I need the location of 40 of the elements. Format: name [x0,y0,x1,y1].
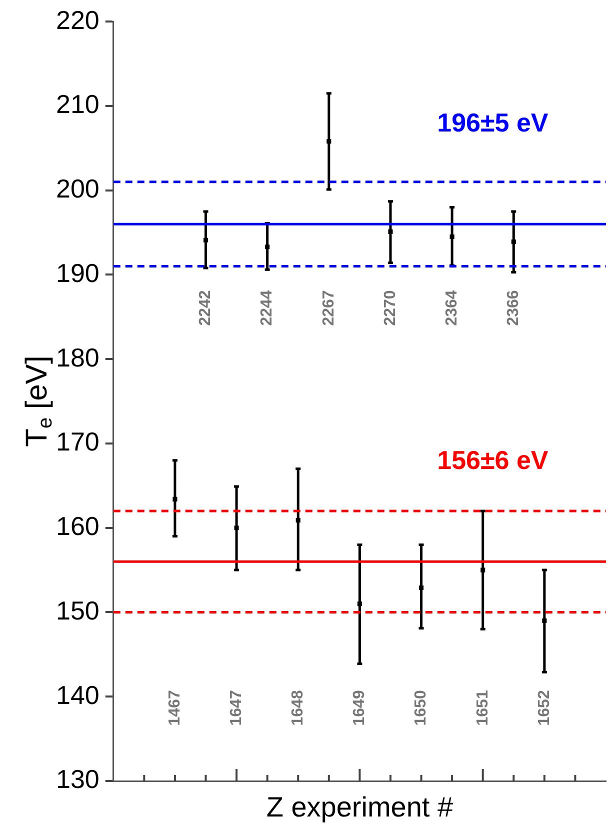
x-tick-label: 1467 [166,690,184,726]
point [450,234,454,240]
x-tick-label: 1649 [351,690,368,726]
point [511,240,516,244]
y-axis-title: Te [eV] [20,356,57,447]
point [203,238,208,242]
x-tick-label: 2267 [320,290,338,326]
point [419,586,424,590]
x-tick-label: 2366 [505,290,522,326]
x-tick-label: 1647 [228,690,245,726]
y-tick-label: 160 [56,511,100,542]
x-tick-label: 1652 [536,690,553,726]
y-tick-label: 200 [56,174,100,204]
ref-line-label: 156±6 eV [437,444,549,475]
point [172,496,178,502]
point [388,229,393,234]
x-tick-label: 2270 [382,290,399,326]
x-tick-label: 1651 [474,690,492,726]
x-tick-label: 1650 [412,690,430,726]
y-tick-label: 220 [56,4,100,35]
x-axis-title: Z experiment # [266,792,454,823]
ref-line-label: 196±5 eV [437,107,549,138]
y-tick-label: 150 [56,595,100,626]
point [234,526,239,530]
x-tick-label: 2244 [258,290,276,326]
y-tick-label: 190 [56,258,100,288]
y-tick-label: 130 [56,764,100,794]
y-tick-label: 180 [56,342,100,372]
point [326,139,332,144]
x-tick-label: 2242 [197,290,214,326]
point [296,518,300,523]
y-tick-label: 210 [56,89,100,120]
x-tick-label: 1648 [290,690,307,726]
x-tick-label: 2364 [443,290,460,326]
point [542,618,547,623]
y-tick-label: 170 [56,426,100,457]
y-tick-label: 140 [56,680,100,710]
point [265,244,270,250]
point [357,602,362,606]
point [480,568,486,572]
